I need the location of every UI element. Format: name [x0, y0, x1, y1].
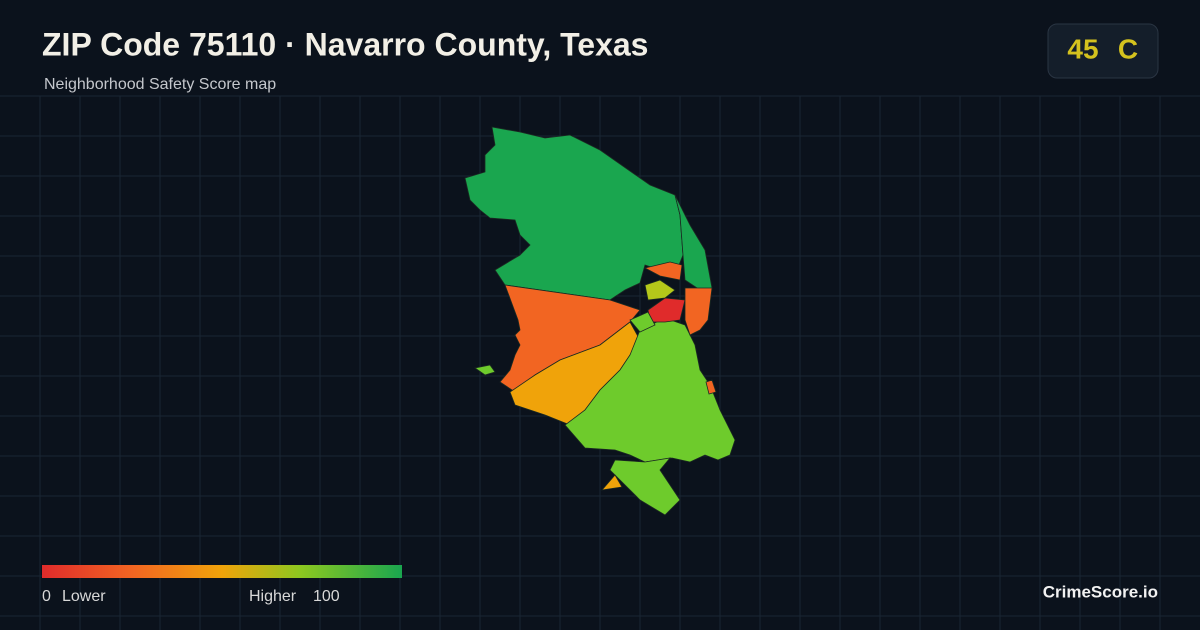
region	[564, 317, 736, 463]
region	[629, 311, 656, 333]
region	[644, 279, 676, 301]
score-badge	[1047, 23, 1159, 79]
region	[643, 261, 683, 281]
legend-max-label: Higher	[249, 588, 297, 605]
title: ZIP Code 75110 · Navarro County, Texas	[42, 26, 648, 62]
region	[600, 474, 623, 491]
subtitle: Neighborhood Safety Score map	[44, 76, 276, 93]
region	[705, 379, 717, 395]
grid	[0, 95, 1200, 630]
grade: C	[1118, 33, 1138, 64]
legend-bar	[42, 565, 402, 578]
legend-max: 100	[313, 588, 340, 605]
region	[684, 287, 713, 336]
region	[474, 364, 496, 376]
zip-map	[464, 126, 736, 516]
legend-min: 0	[42, 588, 51, 605]
score: 45	[1067, 33, 1098, 64]
legend-min-label: Lower	[62, 588, 106, 605]
brand: CrimeScore.io	[1043, 582, 1158, 601]
